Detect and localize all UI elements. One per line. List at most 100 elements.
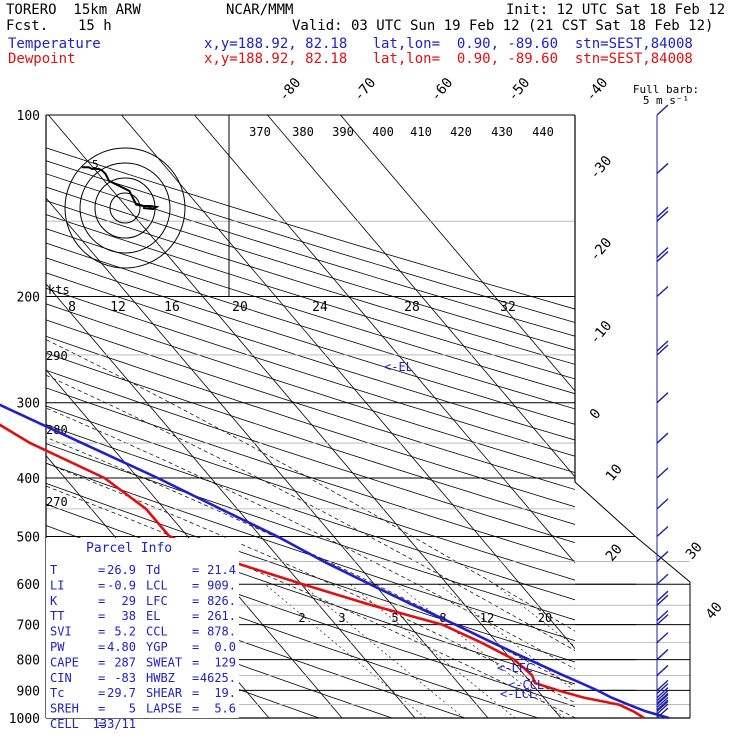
pressure-label: 1000 (9, 712, 40, 727)
isotherm-label: -50 (505, 75, 534, 105)
mixing-ratio-label: 3 (338, 611, 345, 625)
parcel-param-name: LAPSE (146, 702, 182, 716)
parcel-eq: = (98, 625, 105, 639)
parcel-eq: = (192, 640, 199, 654)
parcel-eq: = (98, 594, 105, 608)
temperature-profile (0, 403, 670, 720)
parcel-eq: = (98, 640, 105, 654)
theta-e-labels: 370 380 390 400 410 420 430 440 (249, 125, 554, 139)
wind-barb (656, 340, 669, 352)
theta-e-label: 390 (332, 125, 354, 139)
diagram-boundary (574, 481, 691, 718)
parcel-param-value: 878. (207, 625, 236, 639)
pressure-label: 300 (17, 397, 40, 412)
mixing-ratio-line (264, 583, 426, 718)
parcel-param-value: 129 (214, 655, 236, 669)
parcel-param-name: Td (146, 563, 160, 577)
wind-barb (656, 432, 669, 444)
moist-adiabat-line (46, 374, 575, 652)
parcel-param-value: -0.9 (107, 578, 136, 592)
isotherm-label: 10 (603, 461, 626, 484)
theta-label: 270 (46, 495, 68, 509)
mixing-ratio-label: 12 (480, 611, 494, 625)
wind-barb (656, 594, 669, 606)
parcel-param-name: CCL (146, 625, 168, 639)
isotherm-label: -40 (583, 75, 612, 105)
dewpoint-legend: Dewpoint (8, 51, 76, 67)
theta-label: 290 (46, 349, 68, 363)
parcel-eq: = (192, 686, 199, 700)
upper-axis-label: 8 (68, 300, 76, 315)
parcel-eq: = (192, 578, 199, 592)
wind-barb (656, 707, 669, 719)
wind-barb (656, 392, 669, 404)
mixing-ratio-label: 20 (538, 611, 552, 625)
parcel-eq: = (98, 609, 105, 623)
parcel-param-value: 4625. (200, 671, 236, 685)
isotherm-line (194, 115, 575, 564)
parcel-param-name: SWEAT (146, 655, 182, 669)
isotherm-line (46, 369, 343, 718)
upper-axis-label: 24 (312, 300, 328, 315)
parcel-param-value: 29.7 (107, 686, 136, 700)
mixing-ratio-line (301, 583, 465, 718)
model-name: TORERO 15km ARW (6, 2, 141, 18)
wind-barb (656, 590, 669, 602)
upper-axis-label: 28 (404, 300, 420, 315)
isotherm-label: -20 (587, 235, 616, 265)
wind-barb (656, 206, 669, 218)
level-annotation: <-CCL (508, 678, 544, 692)
wind-barb (656, 247, 669, 259)
wind-barb (656, 525, 669, 537)
level-annotation: <-LFC (497, 661, 533, 675)
parcel-param-name: HWBZ (146, 671, 175, 685)
parcel-info-title: Parcel Info (86, 541, 172, 556)
parcel-param-name: YGP (146, 640, 168, 654)
parcel-eq: = (98, 655, 105, 669)
isotherm-label: -10 (587, 318, 616, 348)
parcel-param-name: LFC (146, 594, 168, 608)
parcel-param-value: 21.4 (207, 563, 236, 577)
wind-barb (656, 664, 669, 676)
parcel-param-name: CELL (50, 717, 79, 731)
hodograph: 5 kts (48, 115, 230, 297)
upper-axis-label: 12 (110, 300, 126, 315)
parcel-eq: = (192, 609, 199, 623)
wind-barb (656, 467, 669, 479)
wind-barb (656, 344, 669, 356)
wind-barbs (656, 104, 669, 719)
wind-barb (656, 632, 669, 644)
parcel-param-name: SVI (50, 625, 72, 639)
parcel-param-value: -83 (114, 671, 136, 685)
parcel-param-value: 287 (114, 655, 136, 669)
profiles (0, 403, 670, 720)
theta-e-label: 370 (249, 125, 271, 139)
parcel-eq: = (192, 594, 199, 608)
wind-barb (656, 690, 669, 702)
parcel-eq: = (98, 563, 105, 577)
forecast-hour: 15 h (78, 18, 112, 34)
temperature-point-info: x,y=188.92, 82.18 lat,lon= 0.90, -89.60 … (204, 36, 693, 52)
wind-barb (656, 614, 669, 626)
upper-axis-label: 16 (164, 300, 180, 315)
isotherm-label: 40 (703, 599, 726, 622)
wind-barb (656, 104, 669, 116)
pressure-label: 100 (17, 109, 40, 124)
parcel-eq: = (192, 625, 199, 639)
temperature-legend: Temperature (8, 36, 101, 52)
parcel-eq: = (98, 686, 105, 700)
parcel-param-value: 0.0 (214, 640, 236, 654)
wind-barb (656, 649, 669, 661)
parcel-eq: = (192, 702, 199, 716)
parcel-param-value: 26.9 (107, 563, 136, 577)
parcel-param-name: PW (50, 640, 65, 654)
pressure-label: 400 (17, 472, 40, 487)
annotations: <-EL <-LFC <-CCL<-LCL Full barb:5 m s⁻¹ (384, 83, 699, 701)
wind-barb (656, 286, 669, 298)
hodograph-ring (109, 192, 141, 224)
parcel-param-name: K (50, 594, 58, 608)
parcel-eq: = (98, 578, 105, 592)
theta-e-label: 430 (491, 125, 513, 139)
hodograph-ring-label: 5 (92, 158, 99, 171)
